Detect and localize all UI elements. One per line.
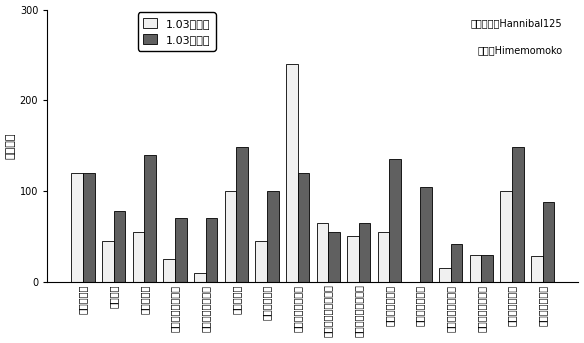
Bar [317,223,328,282]
Bar [481,255,493,282]
Bar [470,255,481,282]
Bar [500,191,512,282]
Bar [114,211,126,282]
Bar [133,232,144,282]
Bar [83,173,95,282]
Bar [420,187,432,282]
Bar [164,259,175,282]
Legend: 1.03补丁前, 1.03补丁后: 1.03补丁前, 1.03补丁后 [138,12,215,51]
Bar [378,232,390,282]
Bar [286,64,297,282]
Bar [347,236,359,282]
Bar [543,202,554,282]
Bar [328,232,340,282]
Bar [359,223,370,282]
Bar [175,218,187,282]
Bar [512,147,524,282]
Text: 数据挖掘：Hannibal125: 数据挖掘：Hannibal125 [471,18,562,28]
Bar [194,273,206,282]
Bar [225,191,237,282]
Bar [71,173,83,282]
Y-axis label: 躯干伤値: 躯干伤値 [6,132,16,159]
Bar [531,256,543,282]
Bar [439,268,451,282]
Text: 制图：Himemomoko: 制图：Himemomoko [477,45,562,55]
Bar [206,218,217,282]
Bar [297,173,309,282]
Bar [451,244,463,282]
Bar [237,147,248,282]
Bar [255,241,267,282]
Bar [144,155,156,282]
Bar [267,191,279,282]
Bar [390,159,401,282]
Bar [102,241,114,282]
